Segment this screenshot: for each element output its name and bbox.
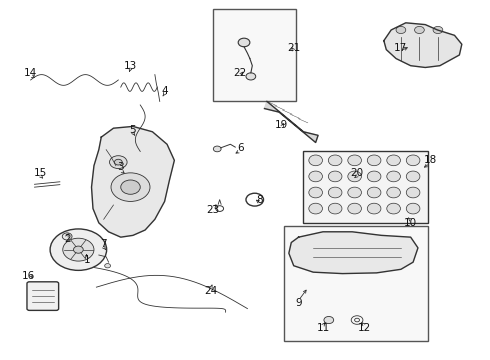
Text: 1: 1 xyxy=(83,255,90,265)
Text: 5: 5 xyxy=(130,125,136,135)
Text: 15: 15 xyxy=(34,168,47,178)
Text: 8: 8 xyxy=(256,195,263,204)
Ellipse shape xyxy=(387,171,400,182)
Ellipse shape xyxy=(406,155,420,166)
Circle shape xyxy=(396,26,406,33)
Text: 16: 16 xyxy=(22,271,35,282)
Text: 21: 21 xyxy=(287,43,300,53)
Circle shape xyxy=(213,146,221,152)
Ellipse shape xyxy=(406,171,420,182)
Circle shape xyxy=(110,156,127,168)
Circle shape xyxy=(433,26,443,33)
Ellipse shape xyxy=(328,171,342,182)
Ellipse shape xyxy=(328,203,342,214)
Text: 22: 22 xyxy=(234,68,247,78)
Ellipse shape xyxy=(348,155,362,166)
Bar xyxy=(213,9,296,102)
Ellipse shape xyxy=(348,203,362,214)
Text: 19: 19 xyxy=(275,120,288,130)
Circle shape xyxy=(324,316,334,324)
Circle shape xyxy=(111,173,150,202)
Text: 7: 7 xyxy=(100,239,107,249)
Text: 18: 18 xyxy=(423,156,437,165)
Polygon shape xyxy=(289,232,418,274)
Circle shape xyxy=(50,229,107,270)
FancyBboxPatch shape xyxy=(27,282,59,310)
Ellipse shape xyxy=(406,187,420,198)
Circle shape xyxy=(63,238,94,261)
Text: 12: 12 xyxy=(358,323,371,333)
Ellipse shape xyxy=(368,155,381,166)
Circle shape xyxy=(238,38,250,47)
Text: 6: 6 xyxy=(237,143,244,153)
Ellipse shape xyxy=(328,187,342,198)
Bar xyxy=(284,226,428,341)
Ellipse shape xyxy=(328,155,342,166)
Text: 11: 11 xyxy=(317,323,330,333)
Text: 4: 4 xyxy=(161,86,168,96)
Polygon shape xyxy=(92,126,174,237)
Ellipse shape xyxy=(368,187,381,198)
Text: 23: 23 xyxy=(207,205,220,215)
Text: 9: 9 xyxy=(295,298,302,308)
Ellipse shape xyxy=(309,203,322,214)
Ellipse shape xyxy=(368,203,381,214)
Ellipse shape xyxy=(309,187,322,198)
Text: 17: 17 xyxy=(394,43,408,53)
Text: 24: 24 xyxy=(204,286,218,296)
Text: 2: 2 xyxy=(64,234,71,244)
Circle shape xyxy=(415,26,424,33)
Circle shape xyxy=(115,159,122,165)
Ellipse shape xyxy=(309,171,322,182)
Polygon shape xyxy=(384,23,462,67)
Polygon shape xyxy=(265,102,318,143)
Ellipse shape xyxy=(387,203,400,214)
Ellipse shape xyxy=(348,171,362,182)
Circle shape xyxy=(121,180,140,194)
Text: 10: 10 xyxy=(404,218,417,228)
Circle shape xyxy=(62,233,72,240)
Text: 14: 14 xyxy=(24,68,37,78)
Text: 20: 20 xyxy=(350,168,364,178)
Ellipse shape xyxy=(368,171,381,182)
Text: 3: 3 xyxy=(118,162,124,172)
Ellipse shape xyxy=(387,155,400,166)
Text: 13: 13 xyxy=(124,61,137,71)
Ellipse shape xyxy=(406,203,420,214)
Ellipse shape xyxy=(387,187,400,198)
Circle shape xyxy=(246,73,256,80)
Bar xyxy=(303,152,428,223)
Circle shape xyxy=(105,264,111,268)
Circle shape xyxy=(74,246,83,253)
Ellipse shape xyxy=(309,155,322,166)
Ellipse shape xyxy=(348,187,362,198)
